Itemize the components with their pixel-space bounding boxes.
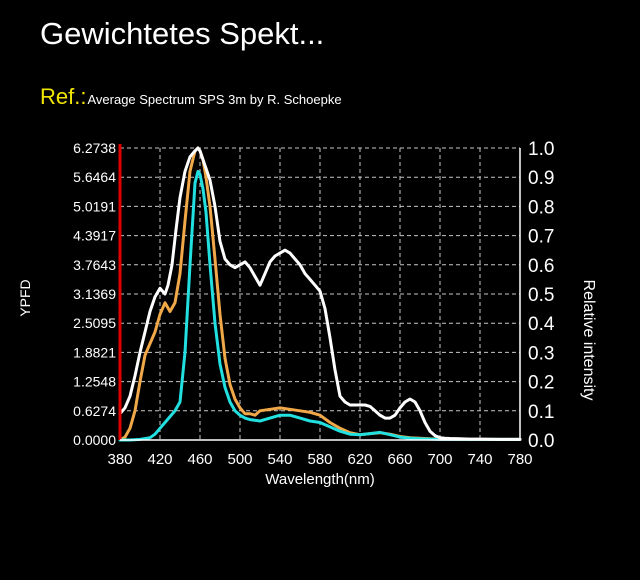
x-axis-label: Wavelength(nm) bbox=[265, 471, 374, 488]
y-left-tick-label: 0.0000 bbox=[73, 432, 116, 448]
chart-axes bbox=[118, 144, 521, 441]
x-tick-label: 580 bbox=[307, 451, 332, 468]
x-tick-label: 740 bbox=[467, 451, 492, 468]
y-right-tick-label: 0.4 bbox=[528, 314, 555, 335]
chart-tick-labels: 380 420 460 500 540 580 620 660 700 740 780 0.0000 0… bbox=[73, 139, 555, 468]
y-left-tick-label: 5.0191 bbox=[73, 198, 116, 214]
y-left-tick-label: 1.8821 bbox=[73, 344, 116, 360]
x-tick-label: 780 bbox=[507, 451, 532, 468]
y-left-tick-label: 6.2738 bbox=[73, 140, 116, 156]
page-title: Gewichtetes Spekt... bbox=[40, 16, 325, 51]
y-left-tick-label: 4.3917 bbox=[73, 228, 116, 244]
y-right-tick-label: 0.3 bbox=[528, 343, 554, 364]
y-left-tick-label: 3.1369 bbox=[73, 286, 116, 302]
y-right-tick-label: 0.1 bbox=[528, 402, 554, 423]
reference-text: Average Spectrum SPS 3m by R. Schoepke bbox=[87, 92, 342, 107]
y-axis-left-label: YPFD bbox=[17, 279, 33, 316]
reference-row: Ref.:Average Spectrum SPS 3m by R. Schoe… bbox=[40, 84, 342, 110]
y-right-tick-label: 1.0 bbox=[528, 139, 554, 160]
x-tick-label: 620 bbox=[347, 451, 372, 468]
y-right-tick-label: 0.2 bbox=[528, 373, 554, 394]
x-tick-label: 460 bbox=[187, 451, 212, 468]
x-tick-label: 660 bbox=[387, 451, 412, 468]
y-left-tick-label: 0.6274 bbox=[73, 403, 116, 419]
x-tick-label: 700 bbox=[427, 451, 452, 468]
x-tick-label: 500 bbox=[227, 451, 252, 468]
y-right-tick-label: 0.6 bbox=[528, 256, 554, 277]
y-right-tick-label: 0.0 bbox=[528, 431, 554, 452]
chart-series bbox=[118, 146, 522, 442]
x-tick-label: 380 bbox=[107, 451, 132, 468]
series-line-white bbox=[118, 146, 522, 441]
y-right-tick-label: 0.8 bbox=[528, 197, 554, 218]
reference-label: Ref.: bbox=[40, 84, 87, 109]
y-right-tick-label: 0.9 bbox=[528, 168, 554, 189]
y-right-tick-label: 0.7 bbox=[528, 227, 554, 248]
x-tick-label: 540 bbox=[267, 451, 292, 468]
y-left-tick-label: 3.7643 bbox=[73, 257, 116, 273]
x-tick-label: 420 bbox=[147, 451, 172, 468]
y-axis-right-label: Relative intensity bbox=[580, 280, 597, 401]
y-left-tick-label: 5.6464 bbox=[73, 169, 116, 185]
y-right-tick-label: 0.5 bbox=[528, 285, 554, 306]
y-left-tick-label: 2.5095 bbox=[73, 315, 116, 331]
series-line-cyan bbox=[118, 169, 522, 442]
y-left-tick-label: 1.2548 bbox=[73, 374, 116, 390]
